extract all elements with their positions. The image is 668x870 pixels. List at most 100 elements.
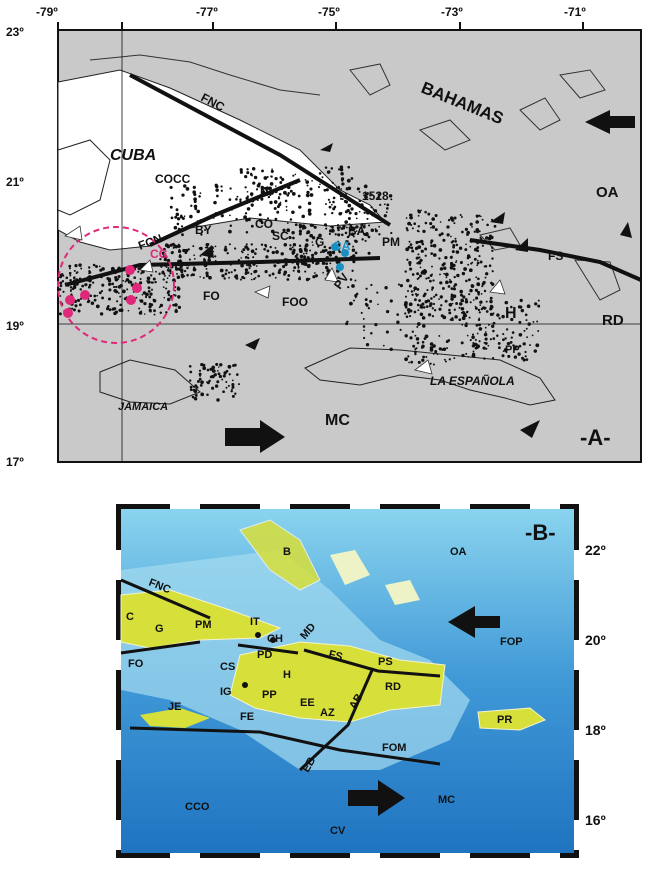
epicenter-dot	[170, 251, 174, 255]
epicenter-dot	[357, 233, 359, 235]
epicenter-dot	[465, 279, 468, 283]
epicenter-dot	[444, 255, 448, 260]
epicenter-dot	[478, 255, 481, 258]
epicenter-dot	[137, 270, 140, 273]
epicenter-dot	[397, 283, 401, 286]
epicenter-dot	[303, 255, 307, 259]
epicenter-dot	[374, 323, 378, 327]
epicenter-dot	[492, 312, 495, 315]
epicenter-dot	[138, 281, 143, 285]
epicenter-dot	[199, 384, 203, 387]
epicenter-dot	[332, 196, 336, 200]
epicenter-dot	[461, 271, 466, 276]
epicenter-dot	[354, 279, 357, 282]
epicenter-dot	[202, 276, 205, 279]
epicenter-dot	[114, 277, 119, 282]
epicenter-dot	[433, 308, 437, 312]
epicenter-dot	[90, 301, 95, 306]
epicenter-dot	[417, 260, 422, 265]
epicenter-dot	[176, 272, 178, 275]
epicenter-dot	[155, 270, 157, 273]
epicenter-dot	[475, 228, 480, 232]
epicenter-dot	[352, 245, 355, 248]
epicenter-dot	[478, 311, 481, 314]
epicenter-dot	[174, 266, 178, 269]
epicenter-dot	[510, 317, 514, 322]
epicenter-dot	[438, 307, 442, 311]
epicenter-dot	[228, 198, 232, 201]
epicenter-dot	[510, 336, 513, 339]
epicenter-dot	[349, 278, 353, 281]
epicenter-dot	[455, 250, 460, 254]
arrow-east	[348, 780, 405, 816]
epicenter-dot	[246, 171, 250, 175]
epicenter-dot	[107, 297, 112, 301]
epicenter-dot	[348, 223, 351, 226]
epicenter-dot	[518, 332, 523, 337]
epicenter-dot	[443, 272, 446, 275]
epicenter-dot	[525, 319, 528, 322]
epicenter-dot	[485, 272, 489, 276]
epicenter-dot	[337, 240, 340, 243]
epicenter-dot	[421, 340, 425, 344]
epicenter-dot	[425, 305, 429, 308]
epicenter-dot	[231, 383, 235, 387]
epicenter-dot	[292, 269, 295, 272]
epicenter-dot	[450, 287, 454, 290]
epicenter-dot	[448, 358, 451, 361]
epicenter-dot	[154, 280, 157, 284]
label-pm: PM	[382, 235, 400, 249]
epicenter-dot	[409, 243, 413, 246]
epicenter-dot	[383, 214, 387, 218]
epicenter-dot	[291, 192, 296, 196]
epicenter-dot	[475, 220, 480, 224]
epicenter-dot	[88, 271, 92, 274]
epicenter-dot	[253, 175, 258, 180]
epicenter-dot	[142, 291, 147, 295]
epicenter-dot	[466, 232, 469, 235]
epicenter-dot	[465, 352, 468, 355]
epicenter-dot	[331, 229, 335, 233]
epicenter-dot	[451, 318, 454, 322]
epicenter-dot	[110, 266, 115, 271]
epicenter-dot	[255, 265, 258, 267]
epicenter-dot	[270, 229, 275, 234]
epicenter-dot	[189, 385, 193, 389]
epicenter-dot	[448, 308, 451, 312]
epicenter-dot	[169, 205, 173, 209]
epicenter-dot	[328, 246, 332, 250]
epicenter-dot	[430, 252, 434, 255]
epicenter-dot	[89, 295, 92, 297]
label-foo: FOO	[282, 295, 308, 309]
epicenter-dot	[518, 344, 522, 348]
epicenter-dot	[216, 370, 219, 372]
epicenter-dot	[270, 175, 273, 178]
epicenter-dot	[95, 265, 98, 268]
epicenter-dot	[245, 231, 249, 234]
epicenter-dot	[88, 266, 91, 269]
epicenter-dot	[461, 230, 464, 234]
epicenter-dot	[370, 332, 373, 335]
epicenter-dot	[288, 236, 292, 240]
epicenter-dot	[74, 304, 78, 308]
jamaica-landmass	[99, 359, 201, 405]
epicenter-dot	[484, 331, 487, 333]
epicenter-dot	[234, 392, 237, 395]
epicenter-dot	[194, 207, 198, 211]
epicenter-dot	[244, 255, 248, 259]
label-b-rd: RD	[385, 681, 401, 693]
epicenter-dot	[65, 276, 69, 280]
arrow-west	[448, 606, 500, 638]
epicenter-dot	[405, 227, 409, 230]
epicenter-dot	[415, 347, 418, 350]
epicenter-dot	[348, 226, 351, 230]
epicenter-dot	[334, 233, 337, 236]
epicenter-dot	[274, 185, 277, 187]
epicenter-dot	[190, 274, 193, 277]
epicenter-dot	[159, 303, 164, 308]
epicenter-dot	[489, 235, 494, 240]
epicenter-dot	[331, 250, 336, 255]
epicenter-dot	[424, 254, 427, 257]
epicenter-dot	[453, 275, 456, 279]
epicenter-dot	[199, 254, 202, 257]
